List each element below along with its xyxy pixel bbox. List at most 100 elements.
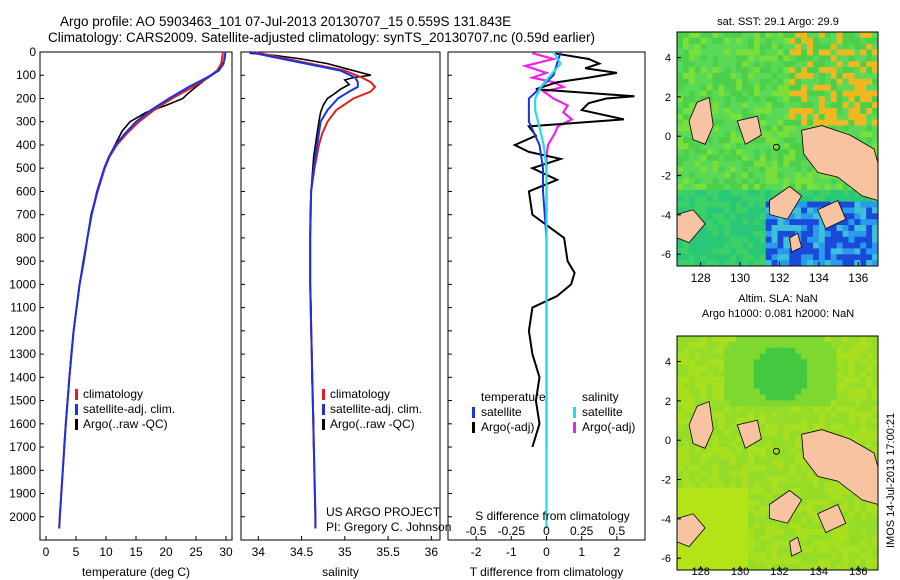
legend-swatch: [573, 422, 576, 433]
land-shape: [688, 96, 714, 145]
x2-tick-label: -0.25: [498, 524, 526, 538]
legend-swatch: [75, 419, 78, 430]
map-x-tick-label: 130: [730, 271, 750, 285]
plot-frame-2: [240, 51, 441, 541]
x-tick-label: 20: [159, 545, 173, 559]
x2-tick-label: 0: [543, 524, 550, 538]
x-tick-label: 5: [73, 545, 80, 559]
legend-label: climatology: [330, 387, 390, 401]
legend-label: satellite-adj. clim.: [330, 402, 422, 416]
x2-tick-label: -0.5: [466, 524, 487, 538]
x-tick-label: 0: [43, 545, 50, 559]
legend-swatch: [322, 404, 325, 415]
y-tick-label: 200: [16, 91, 36, 105]
y-tick-label: 1700: [9, 440, 36, 454]
sst-map-title: sat. SST: 29.1 Argo: 29.9: [717, 16, 839, 28]
annotation-project: US ARGO PROJECT: [326, 505, 441, 519]
x-tick-label: 34: [252, 545, 266, 559]
map-y-tick-label: -2: [661, 171, 671, 183]
annotation-pi: PI: Gregory C. Johnson: [326, 520, 451, 534]
map-x-tick-label: 134: [809, 271, 829, 285]
legend-label: Argo(-adj): [582, 420, 635, 434]
x-tick-label: 25: [189, 545, 203, 559]
x-axis-label: salinity: [322, 565, 359, 579]
legend-label: satellite: [481, 405, 522, 419]
argo-location-marker: [772, 143, 780, 151]
y-tick-label: 1200: [9, 324, 36, 338]
x-axis-label: temperature (deg C): [82, 565, 190, 579]
legend-swatch: [75, 404, 78, 415]
map-frame: [676, 31, 879, 267]
legend-heading-temperature: temperature: [481, 390, 546, 404]
x-tick-label: 35: [338, 545, 352, 559]
y-tick-label: 2000: [9, 510, 36, 524]
y-tick-label: 1500: [9, 394, 36, 408]
map-x-tick-label: 136: [848, 271, 868, 285]
series-line-satellite: [534, 51, 562, 529]
x-tick-label: -1: [506, 545, 517, 559]
legend-swatch: [75, 389, 78, 400]
x2-axis-label: S difference from climatology: [475, 509, 630, 523]
legend-swatch: [472, 422, 475, 433]
x-tick-label: 35.5: [376, 545, 400, 559]
y-tick-label: 900: [16, 254, 36, 268]
land-shape: [769, 489, 803, 524]
land-shape: [736, 115, 762, 145]
x-tick-label: 10: [99, 545, 113, 559]
land-shape: [817, 199, 847, 230]
y-tick-label: 500: [16, 161, 36, 175]
map-y-tick-label: -2: [661, 475, 671, 487]
y-tick-label: 700: [16, 208, 36, 222]
legend-swatch: [322, 419, 325, 430]
legend-label: Argo(..raw -QC): [330, 417, 415, 431]
header-line-2: Climatology: CARS2009. Satellite-adjuste…: [48, 30, 596, 45]
x2-tick-label: 0.5: [609, 524, 626, 538]
legend-heading-salinity: salinity: [582, 390, 619, 404]
x-tick-label: 30: [219, 545, 233, 559]
map-x-tick-label: 128: [691, 271, 711, 285]
y-tick-label: 1900: [9, 487, 36, 501]
y-tick-label: 1000: [9, 277, 36, 291]
x-tick-label: 0: [543, 545, 550, 559]
y-tick-label: 1300: [9, 347, 36, 361]
map-y-tick-label: -4: [661, 514, 671, 526]
land-shape: [769, 185, 803, 220]
land-shape: [688, 400, 714, 449]
x-tick-label: 1: [578, 545, 585, 559]
sla-map-title: Altim. SLA: NaN: [738, 293, 818, 305]
legend-label: climatology: [83, 387, 143, 401]
plot-frame-1: [39, 51, 233, 541]
header-line-1: Argo profile: AO 5903463_101 07-Jul-2013…: [60, 14, 512, 29]
series-line-satelliteadjclim: [58, 51, 227, 529]
map-y-tick-label: 0: [665, 131, 671, 143]
map-x-tick-label: 132: [769, 271, 789, 285]
y-tick-label: 0: [29, 45, 36, 59]
land-shape: [789, 536, 803, 557]
legend-label: Argo(-adj): [481, 420, 534, 434]
map-y-tick-label: -6: [661, 249, 671, 261]
x-tick-label: -2: [471, 545, 482, 559]
x-tick-label: 15: [129, 545, 143, 559]
sla-map-subtitle: Argo h1000: 0.081 h2000: NaN: [702, 308, 854, 320]
x-tick-label: 2: [614, 545, 621, 559]
land-shape: [817, 503, 847, 534]
map-y-tick-label: 2: [665, 396, 671, 408]
x-axis-label: T difference from climatology: [470, 565, 624, 579]
map-x-tick-label: 130: [731, 566, 749, 578]
map-y-tick-label: -4: [661, 210, 671, 222]
map-x-tick-label: 136: [849, 566, 867, 578]
legend-swatch: [322, 389, 325, 400]
series-line-satelliteadjclim: [249, 51, 359, 529]
map-x-tick-label: 132: [770, 566, 788, 578]
sla-map: [676, 335, 879, 571]
map-y-tick-label: 4: [665, 357, 671, 369]
legend-label: satellite: [582, 405, 623, 419]
land-shape: [736, 419, 762, 449]
y-tick-label: 400: [16, 138, 36, 152]
map-x-tick-label: 134: [810, 566, 828, 578]
imos-timestamp: IMOS 14-Jul-2013 17:00:21: [885, 413, 897, 548]
legend-label: Argo(..raw -QC): [83, 417, 168, 431]
sst-map: [676, 31, 879, 267]
y-tick-label: 1600: [9, 417, 36, 431]
